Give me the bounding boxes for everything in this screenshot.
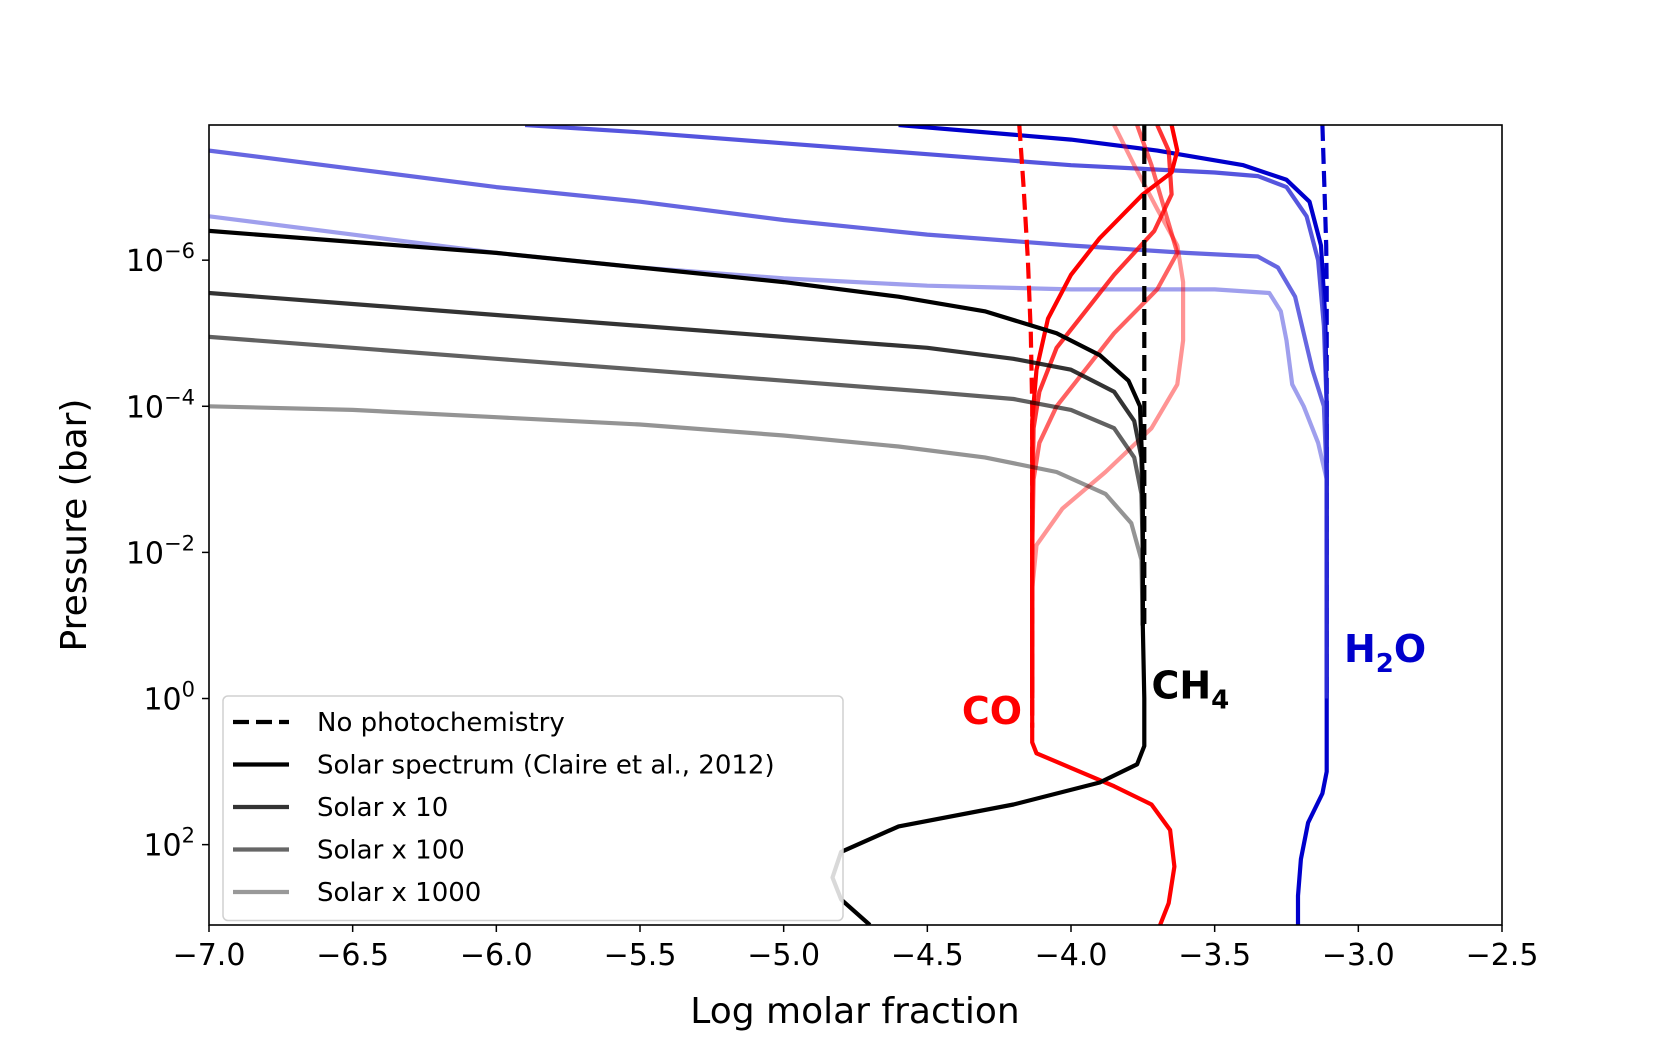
legend-entry-label: Solar spectrum (Claire et al., 2012)	[317, 751, 775, 781]
label-ch4: CH4	[1151, 664, 1229, 716]
x-tick-label: −3.5	[1178, 938, 1251, 973]
series-line-ch4-12	[209, 290, 1145, 626]
legend: No photochemistry Solar spectrum (Claire …	[222, 695, 844, 922]
species-labels: CO CH4 H2O	[962, 627, 1426, 733]
x-tick-label: −4.0	[1035, 938, 1108, 973]
y-tick-label: 10−4	[126, 385, 195, 425]
x-tick-label: −7.0	[173, 938, 246, 973]
y-tick-label: 10−6	[126, 239, 195, 279]
x-tick-label: −6.0	[460, 938, 533, 973]
y-tick-label: 10−2	[126, 531, 195, 571]
plot-frame	[208, 124, 1503, 926]
series-line-ch4-13	[209, 334, 1145, 626]
y-tick-label: 100	[143, 678, 195, 718]
series-line-ch4-14	[209, 404, 1145, 626]
y-axis-ticks: 10−6 10−4 10−2 100 102	[126, 239, 209, 864]
label-co: CO	[962, 689, 1022, 733]
x-tick-label: −2.5	[1466, 938, 1539, 973]
x-tick-label: −5.5	[604, 938, 677, 973]
y-axis-label: Pressure (bar)	[54, 399, 95, 652]
x-tick-label: −4.5	[891, 938, 964, 973]
legend-box	[222, 695, 844, 922]
series-line-co-8	[1030, 125, 1180, 699]
series-line-co-7	[1030, 125, 1174, 699]
series-line-co-5	[1017, 125, 1035, 728]
x-axis-label: Log molar fraction	[690, 991, 1019, 1032]
legend-entry-label: No photochemistry	[317, 708, 565, 738]
legend-entry-label: Solar x 100	[317, 836, 465, 866]
legend-entry-label: Solar x 10	[317, 793, 448, 823]
x-tick-label: −3.0	[1322, 938, 1395, 973]
legend-entry-label: Solar x 1000	[317, 878, 481, 908]
series-line-h2o-3	[209, 148, 1329, 699]
y-tick-label: 102	[143, 824, 195, 864]
label-h2o: H2O	[1344, 627, 1426, 679]
series-layer	[209, 125, 1329, 925]
x-tick-label: −6.5	[316, 938, 389, 973]
x-tick-label: −5.0	[747, 938, 820, 973]
series-line-h2o-2	[524, 125, 1329, 699]
x-axis-ticks: −7.0 −6.5 −6.0 −5.5 −5.0 −4.5 −4.0 −3.5 −3.0 −2.5	[173, 925, 1539, 973]
series-line-co-9	[1030, 125, 1186, 699]
